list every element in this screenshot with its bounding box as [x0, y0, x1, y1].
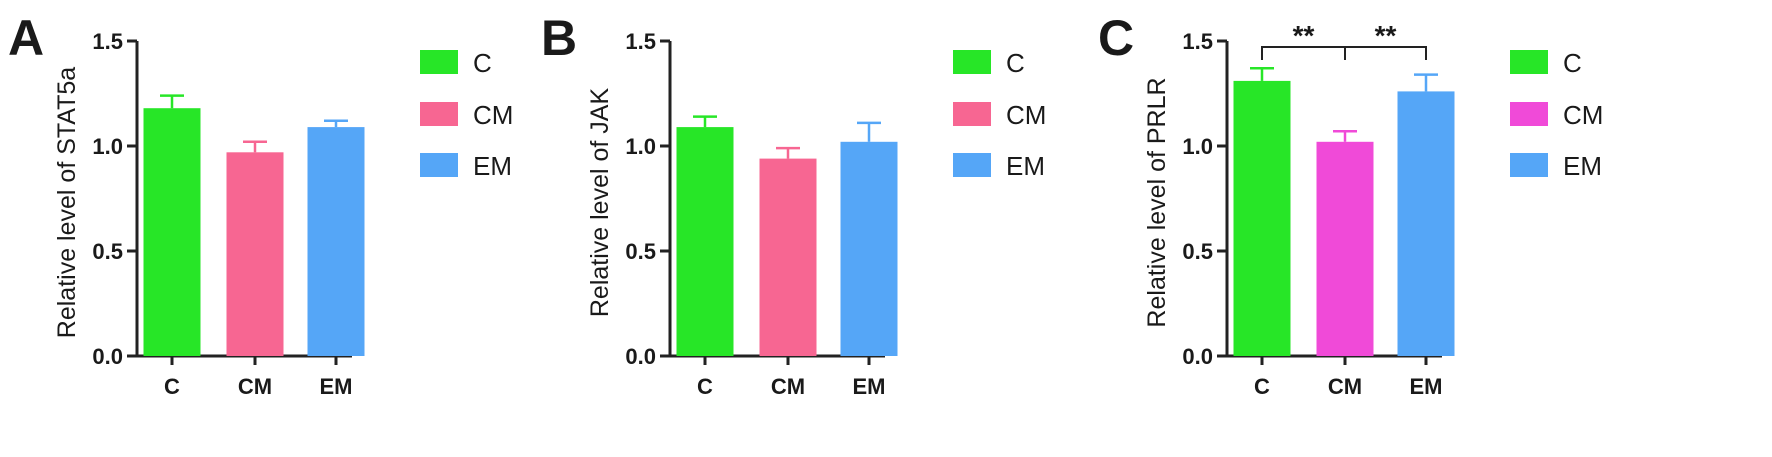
legend-label: CM: [1006, 100, 1046, 130]
chart-panel-c: C 0.0 0.5 1.0 1.5 Relative level of PRLR C CM EM…: [1098, 10, 1603, 399]
significance-label: **: [1293, 20, 1315, 51]
legend-swatch-cm: [1510, 102, 1548, 126]
legend-label: CM: [473, 100, 513, 130]
legend-label: C: [1563, 48, 1582, 78]
chart-panel-a: A 0.0 0.5 1.0 1.5 Relative level of STAT5a C CM…: [8, 10, 513, 399]
x-tick-label: CM: [1328, 374, 1362, 399]
legend-label: EM: [1006, 151, 1045, 181]
x-tick-label: CM: [771, 374, 805, 399]
y-tick-label: 1.0: [92, 134, 123, 159]
legend-label: EM: [1563, 151, 1602, 181]
legend-swatch-em: [420, 153, 458, 177]
legend-label: C: [1006, 48, 1025, 78]
significance-bracket: [1344, 46, 1427, 60]
y-tick-label: 1.5: [625, 29, 656, 54]
y-axis-label: Relative level of STAT5a: [53, 67, 81, 339]
y-axis-label: Relative level of PRLR: [1143, 77, 1171, 327]
panel-label: A: [8, 10, 44, 66]
legend-label: EM: [473, 151, 512, 181]
bar-c: [143, 108, 201, 356]
x-tick-label: EM: [853, 374, 886, 399]
y-tick-label: 1.0: [625, 134, 656, 159]
bar-em: [307, 127, 365, 356]
y-tick-label: 1.5: [92, 29, 123, 54]
y-tick-label: 0.0: [92, 344, 123, 369]
bar-em: [840, 141, 898, 356]
panel-label: C: [1098, 10, 1134, 66]
x-tick-label: C: [1254, 374, 1270, 399]
panel-label: B: [541, 10, 577, 66]
y-tick-label: 1.5: [1182, 29, 1213, 54]
bar-cm: [1316, 141, 1374, 356]
y-tick-label: 0.5: [92, 239, 123, 264]
bar-c: [1233, 80, 1291, 357]
legend-swatch-em: [1510, 153, 1548, 177]
y-tick-label: 0.5: [1182, 239, 1213, 264]
significance-label: **: [1375, 20, 1397, 51]
x-tick-label: CM: [238, 374, 272, 399]
bar-cm: [226, 152, 284, 356]
x-tick-label: C: [697, 374, 713, 399]
bar-cm: [759, 158, 817, 356]
y-tick-label: 1.0: [1182, 134, 1213, 159]
bar-em: [1397, 91, 1455, 357]
y-axis-label: Relative level of JAK: [586, 88, 614, 318]
y-tick-label: 0.0: [625, 344, 656, 369]
legend-label: C: [473, 48, 492, 78]
y-tick-label: 0.5: [625, 239, 656, 264]
legend-swatch-c: [1510, 50, 1548, 74]
legend-swatch-em: [953, 153, 991, 177]
legend-swatch-cm: [953, 102, 991, 126]
legend-label: CM: [1563, 100, 1603, 130]
y-tick-label: 0.0: [1182, 344, 1213, 369]
legend-swatch-cm: [420, 102, 458, 126]
chart-panel-b: B 0.0 0.5 1.0 1.5 Relative level of JAK C CM EM C…: [541, 10, 1046, 399]
x-tick-label: EM: [320, 374, 353, 399]
x-tick-label: EM: [1410, 374, 1443, 399]
x-tick-label: C: [164, 374, 180, 399]
legend-swatch-c: [953, 50, 991, 74]
legend-swatch-c: [420, 50, 458, 74]
bar-c: [676, 127, 734, 356]
